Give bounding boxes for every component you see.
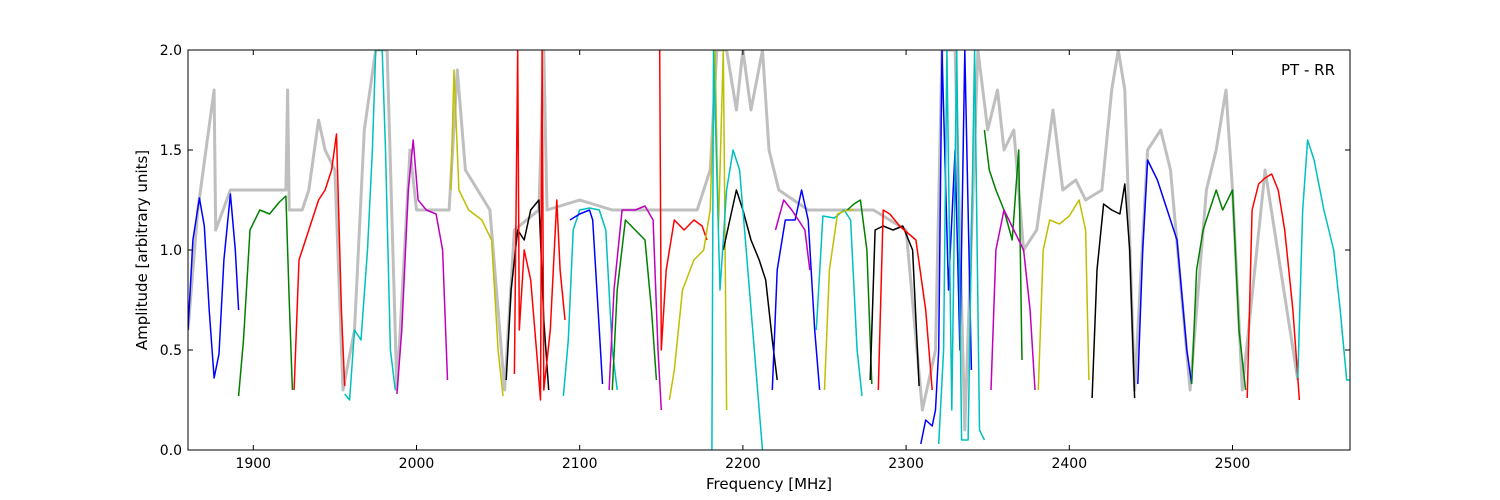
- series-line-11: [608, 205, 663, 411]
- series-line-27: [990, 209, 1036, 391]
- series-line-32: [1246, 173, 1301, 401]
- series-line-1: [188, 193, 240, 379]
- series-line-15: [722, 189, 778, 381]
- series-line-2: [237, 195, 294, 397]
- x-axis-ticks: 1900 2000 2100 2200 2300 2400 2500: [235, 50, 1250, 472]
- x-tick-label: 2200: [725, 456, 761, 472]
- y-axis-ticks: 0.0 0.5 1.0 1.5 2.0: [160, 43, 1350, 459]
- x-tick-label: 2000: [399, 456, 435, 472]
- x-axis-label: Frequency [MHz]: [706, 475, 832, 493]
- series-line-12: [611, 219, 658, 391]
- series-line-16: [711, 50, 764, 450]
- plot-frame: [187, 49, 1351, 451]
- series-line-29: [1091, 183, 1136, 399]
- series-line-21: [846, 199, 873, 385]
- series-line-17: [771, 189, 821, 391]
- background-trace-line: [188, 50, 1300, 432]
- series-line-31: [1190, 189, 1247, 391]
- series-line-24: [920, 50, 973, 445]
- y-tick-label: 1.5: [160, 143, 182, 159]
- series-line-6: [450, 69, 504, 397]
- series-line-30: [1137, 159, 1193, 385]
- x-tick-label: 2400: [1051, 456, 1087, 472]
- series-line-19: [815, 209, 863, 397]
- series-line-18: [774, 199, 811, 271]
- series-line-10: [569, 209, 604, 385]
- series-line-3: [293, 133, 346, 391]
- series-line-25: [937, 50, 986, 445]
- series-line-8: [513, 50, 566, 401]
- y-tick-label: 2.0: [160, 43, 182, 59]
- series-line-9: [562, 207, 618, 397]
- series-line-28: [1037, 199, 1090, 391]
- y-axis-label: Amplitude [arbitrary units]: [133, 150, 151, 350]
- series-line-14: [668, 50, 728, 411]
- series-line-33: [1297, 139, 1350, 381]
- y-tick-label: 0.5: [160, 343, 182, 359]
- series-line-4: [344, 50, 397, 401]
- x-tick-label: 2500: [1215, 456, 1251, 472]
- x-tick-label: 1900: [235, 456, 271, 472]
- y-tick-label: 0.0: [160, 443, 182, 459]
- background-trace-layer: [188, 50, 1300, 432]
- y-tick-label: 1.0: [160, 243, 182, 259]
- series-line-22: [869, 225, 920, 387]
- chart-annotation: PT - RR: [1281, 61, 1335, 79]
- x-tick-label: 2300: [888, 456, 924, 472]
- series-layer: [188, 50, 1350, 450]
- series-line-23: [877, 209, 933, 391]
- series-line-5: [396, 139, 449, 395]
- series-line-13: [658, 50, 708, 351]
- x-tick-label: 2100: [562, 456, 598, 472]
- series-line-20: [823, 209, 854, 391]
